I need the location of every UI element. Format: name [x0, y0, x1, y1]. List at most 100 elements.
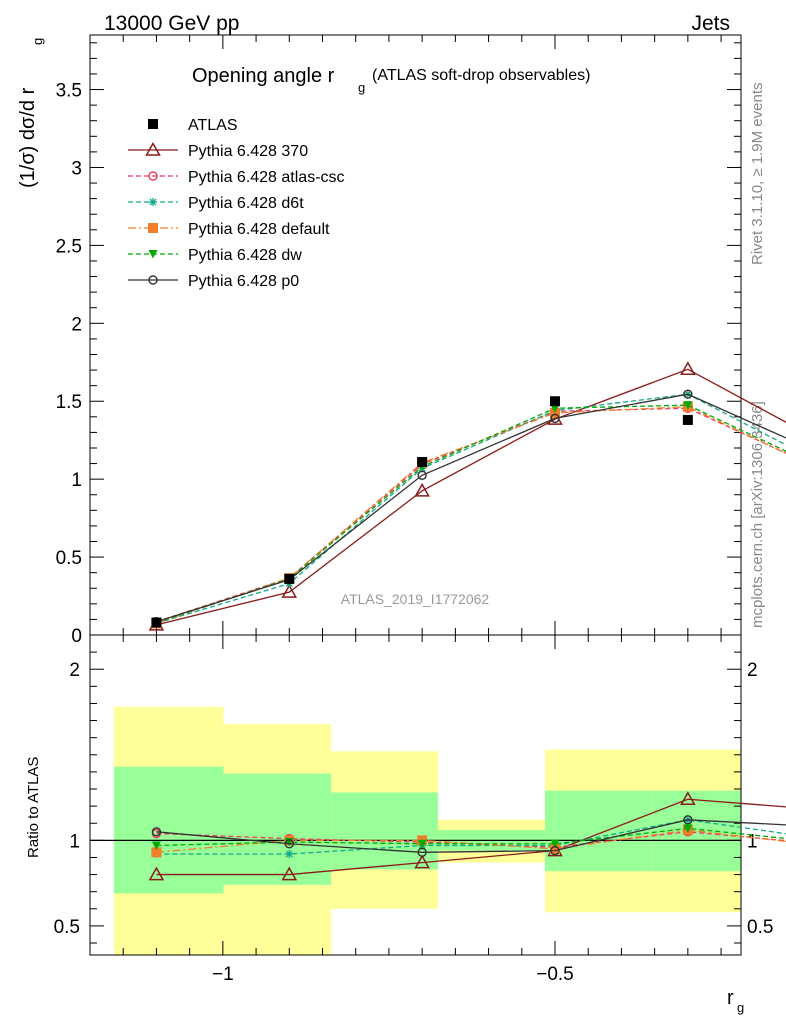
legend-entry: Pythia 6.428 d6t — [128, 195, 304, 212]
ratio-series-line — [156, 819, 786, 853]
ratio-series-point — [683, 824, 693, 833]
y-tick-label: 1.5 — [56, 392, 82, 413]
ratio-series-point — [683, 815, 693, 825]
legend-label: Pythia 6.428 p0 — [188, 273, 299, 290]
y-tick-label: 2.5 — [56, 236, 82, 257]
series-point — [550, 404, 560, 413]
data-point — [284, 573, 295, 584]
y-tick-label: 0.5 — [56, 548, 82, 569]
ratio-series-point — [417, 847, 427, 858]
y-tick-label: 0 — [71, 626, 82, 647]
ratio-y-tick-label: 0.5 — [54, 917, 80, 938]
legend-marker — [149, 198, 157, 206]
uncertainty-bands — [113, 706, 741, 955]
ratio-y-label: Ratio to ATLAS — [25, 757, 42, 858]
legend-entry: Pythia 6.428 dw — [128, 247, 302, 264]
y-tick-label: 1 — [71, 470, 82, 491]
series-point — [414, 482, 430, 497]
ratio-series-point — [550, 843, 560, 854]
ratio-series-point — [550, 839, 560, 849]
legend-marker — [148, 119, 158, 129]
ratio-series-point — [284, 839, 294, 849]
x-tick-label: −0.5 — [536, 964, 574, 985]
legend-marker — [148, 223, 158, 233]
x-tick-label: −1 — [212, 964, 234, 985]
data-point — [550, 396, 560, 407]
ratio-y-axis: 0.5 0.5 1 1 2 2 — [54, 634, 773, 944]
ratio-series-5 — [151, 815, 786, 858]
legend-label: ATLAS — [188, 117, 238, 134]
ratio-series-point — [550, 845, 560, 856]
main-panel: 0 0.5 1 1.5 2 2.5 3 3.5 — [56, 34, 786, 647]
ratio-series-point — [281, 866, 298, 881]
legend-entry: Pythia 6.428 atlas-csc — [128, 169, 345, 186]
ratio-series-point — [148, 866, 165, 881]
x-axis-label-sub: g — [737, 1000, 744, 1015]
legend-entry: ATLAS — [148, 117, 238, 134]
x-axis-label: r g — [727, 987, 744, 1015]
series-line — [156, 393, 786, 623]
data-points — [151, 396, 693, 628]
chart-title: Opening angle r g (ATLAS soft-drop obser… — [192, 65, 590, 95]
ratio-frame — [89, 634, 742, 956]
legend-label: Pythia 6.428 default — [188, 221, 330, 238]
title-main: Opening angle r — [192, 65, 335, 87]
ratio-y-tick-label: 1 — [69, 831, 80, 852]
main-y-axis: 0 0.5 1 1.5 2 2.5 3 3.5 — [56, 42, 741, 647]
ratio-series-point — [414, 854, 430, 869]
series-point — [680, 361, 696, 376]
mcplots-label: mcplots.cern.ch [arXiv:1306.3436] — [749, 401, 766, 628]
legend: ATLAS Pythia 6.428 370 Pythia 6.428 atlas-… — [128, 117, 345, 290]
series-line — [156, 393, 786, 624]
y-axis-label-sub: g — [30, 38, 45, 45]
ratio-series-line — [156, 829, 786, 853]
legend-marker — [148, 275, 158, 285]
legend-entry: Pythia 6.428 370 — [128, 141, 308, 160]
ratio-series-line — [156, 798, 786, 876]
analysis-watermark: ATLAS_2019_I1772062 — [341, 591, 490, 607]
ratio-y-tick-label-right: 2 — [747, 660, 758, 681]
legend-entry: Pythia 6.428 default — [128, 221, 330, 238]
ratio-y-tick-label: 2 — [69, 660, 80, 681]
data-point — [151, 617, 162, 628]
data-point — [682, 414, 693, 425]
series-point — [550, 413, 560, 424]
ratio-series-point — [680, 791, 696, 806]
header-right: Jets — [691, 12, 730, 35]
ratio-y-tick-label-right: 0.5 — [747, 917, 773, 938]
main-x-ticks — [89, 35, 722, 635]
y-axis-label: (1/σ) dσ/d r g — [17, 38, 45, 188]
legend-label: Pythia 6.428 d6t — [188, 195, 304, 212]
legend-marker — [148, 171, 158, 181]
band-inner — [651, 790, 741, 872]
ratio-series-point — [151, 841, 161, 850]
ratio-series-line — [156, 819, 786, 855]
series-point — [683, 389, 693, 399]
series-line — [156, 404, 786, 624]
y-tick-label: 3 — [71, 158, 82, 179]
rivet-label: Rivet 3.1.10, ≥ 1.9M events — [749, 83, 766, 266]
header-left: 13000 GeV pp — [104, 12, 239, 35]
legend-label: Pythia 6.428 dw — [188, 247, 302, 264]
ratio-series-0 — [148, 791, 786, 881]
series-point — [281, 584, 298, 598]
data-point — [417, 457, 428, 468]
legend-marker — [145, 141, 161, 156]
y-tick-label: 3.5 — [56, 81, 82, 102]
series-point — [417, 470, 427, 480]
series-line — [156, 368, 786, 626]
series-line — [156, 407, 786, 623]
band-inner — [113, 766, 224, 894]
series-point — [683, 401, 693, 410]
legend-marker — [148, 250, 158, 259]
series-point — [550, 407, 560, 418]
ratio-series-point — [151, 847, 162, 858]
title-rest: (ATLAS soft-drop observables) — [372, 67, 590, 84]
x-axis-label-text: r — [727, 987, 734, 1009]
ratio-series-point — [417, 839, 427, 849]
ratio-y-tick-label-right: 1 — [747, 831, 758, 852]
legend-label: Pythia 6.428 370 — [188, 143, 308, 160]
ratio-series-line — [156, 827, 786, 847]
band-inner — [223, 773, 332, 885]
